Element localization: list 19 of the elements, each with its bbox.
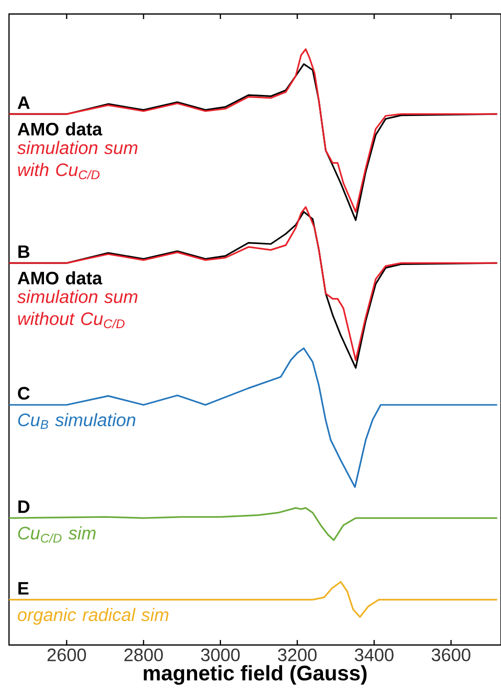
- series-label: AMO data: [18, 271, 102, 284]
- series-label: AMO data: [18, 122, 102, 136]
- annotation: B: [18, 245, 30, 258]
- annotation: E: [18, 582, 28, 595]
- x-tick-label: 3200: [278, 648, 317, 662]
- series-label: Cu$_{B}$ simulation: [18, 413, 136, 429]
- x-axis-title: magnetic field (Gauss): [144, 665, 367, 685]
- x-tick-label: 2600: [48, 648, 86, 662]
- x-tick-label: 3000: [201, 648, 240, 662]
- x-tick-label: 3400: [354, 648, 394, 662]
- annotation: D: [18, 500, 30, 513]
- series-label: Cu$_{C/D}$ sim: [18, 526, 96, 543]
- annotation: A: [18, 96, 30, 109]
- x-tick-label: 3600: [432, 648, 470, 662]
- series-label: simulation sum without Cu$_{C/D}$: [17, 290, 138, 328]
- series-label: simulation sum with Cu$_{C/D}$: [17, 140, 138, 180]
- annotation: C: [18, 386, 30, 400]
- x-tick-label: 2800: [124, 648, 163, 662]
- series-label: organic radical sim: [18, 608, 168, 625]
